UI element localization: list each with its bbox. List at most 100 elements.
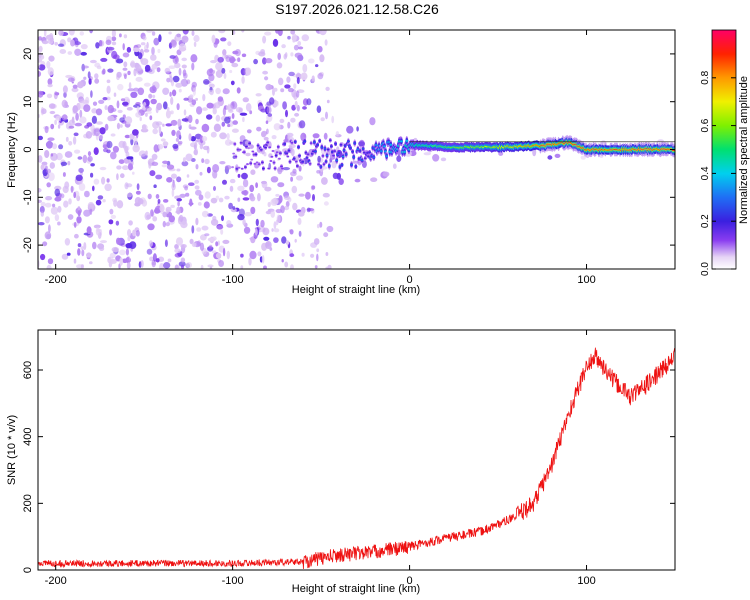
ridge-mark xyxy=(311,150,315,152)
noise-blob xyxy=(241,30,245,33)
noise-blob xyxy=(92,101,98,106)
noise-blob xyxy=(271,135,277,140)
noise-blob xyxy=(284,261,289,268)
noise-blob xyxy=(283,205,290,211)
noise-blob xyxy=(215,87,221,95)
noise-blob xyxy=(155,258,160,263)
noise-blob xyxy=(65,74,73,79)
spectrogram-noise xyxy=(38,30,664,269)
noise-blob xyxy=(92,185,95,192)
top-y-axis: -20 -10 0 10 20 xyxy=(22,48,675,253)
noise-blob xyxy=(311,185,316,190)
noise-blob xyxy=(88,78,92,85)
ridge-mark xyxy=(264,147,267,148)
noise-blob xyxy=(82,65,89,69)
noise-blob xyxy=(46,93,53,99)
noise-blob xyxy=(64,151,73,158)
y-tick-label: 600 xyxy=(22,361,34,379)
noise-blob xyxy=(202,107,208,111)
noise-blob xyxy=(79,31,85,36)
noise-blob xyxy=(58,43,64,47)
noise-blob xyxy=(166,107,170,111)
ridge-mark xyxy=(267,168,271,169)
noise-blob xyxy=(92,241,97,250)
bottom-x-axis: -200 -100 0 100 xyxy=(45,330,596,587)
noise-blob xyxy=(45,165,48,171)
noise-blob xyxy=(331,160,337,169)
noise-blob xyxy=(236,87,241,94)
noise-blob xyxy=(80,51,87,56)
noise-blob xyxy=(273,228,280,233)
noise-blob xyxy=(177,140,183,145)
noise-blob xyxy=(239,112,248,116)
ridge-mark xyxy=(330,145,333,147)
noise-blob xyxy=(133,47,140,53)
ridge-mark xyxy=(235,168,239,170)
noise-blob xyxy=(221,121,226,127)
noise-blob xyxy=(253,58,258,65)
noise-blob xyxy=(206,114,213,120)
noise-blob xyxy=(67,51,73,55)
noise-blob xyxy=(57,205,62,213)
ridge-mark xyxy=(273,167,277,169)
noise-blob xyxy=(178,214,184,222)
noise-blob xyxy=(215,241,219,247)
noise-blob xyxy=(175,210,181,214)
noise-blob xyxy=(75,174,83,181)
noise-blob xyxy=(165,222,170,227)
noise-blob xyxy=(149,170,156,177)
noise-blob xyxy=(67,37,72,43)
noise-blob xyxy=(275,193,280,197)
noise-blob xyxy=(148,161,152,169)
noise-blob xyxy=(282,167,291,171)
noise-blob xyxy=(70,185,74,193)
noise-blob xyxy=(234,49,241,57)
noise-blob xyxy=(198,194,204,201)
noise-blob xyxy=(111,50,118,60)
colorbar-label: Normalized spectral amplitude xyxy=(738,76,750,224)
ridge-mark xyxy=(296,165,299,167)
ridge-mark xyxy=(370,155,374,157)
noise-blob xyxy=(226,133,230,140)
noise-blob xyxy=(124,74,127,79)
noise-blob xyxy=(206,166,211,174)
noise-blob xyxy=(298,193,305,197)
noise-blob xyxy=(130,137,134,146)
noise-blob xyxy=(262,35,267,44)
noise-blob xyxy=(291,104,296,111)
noise-blob xyxy=(201,123,210,133)
noise-blob xyxy=(176,168,181,172)
noise-blob xyxy=(170,96,174,105)
noise-blob xyxy=(38,155,43,163)
noise-blob xyxy=(217,240,220,246)
noise-blob xyxy=(59,49,67,54)
noise-blob xyxy=(177,200,180,207)
colorbar-tick-label: 0.6 xyxy=(700,118,711,132)
noise-blob xyxy=(44,216,50,224)
noise-blob xyxy=(294,112,300,117)
ridge-mark xyxy=(368,151,371,153)
noise-blob xyxy=(296,175,303,181)
noise-blob xyxy=(202,94,206,102)
noise-blob xyxy=(301,34,310,42)
noise-blob xyxy=(94,62,101,68)
noise-blob xyxy=(242,197,250,201)
noise-blob xyxy=(98,40,103,47)
noise-blob xyxy=(290,30,296,35)
noise-blob xyxy=(215,69,223,78)
noise-blob xyxy=(77,210,81,217)
noise-blob xyxy=(295,90,300,98)
noise-blob xyxy=(148,93,153,99)
noise-blob xyxy=(286,76,291,83)
noise-blob xyxy=(46,60,51,69)
ridge-mark xyxy=(283,143,287,145)
ridge-mark xyxy=(339,144,343,146)
noise-blob xyxy=(123,34,128,39)
noise-blob xyxy=(181,35,189,43)
noise-blob xyxy=(219,132,227,140)
ridge-mark xyxy=(287,150,291,152)
noise-blob xyxy=(242,116,245,123)
noise-blob xyxy=(74,149,81,154)
noise-blob xyxy=(93,147,99,156)
